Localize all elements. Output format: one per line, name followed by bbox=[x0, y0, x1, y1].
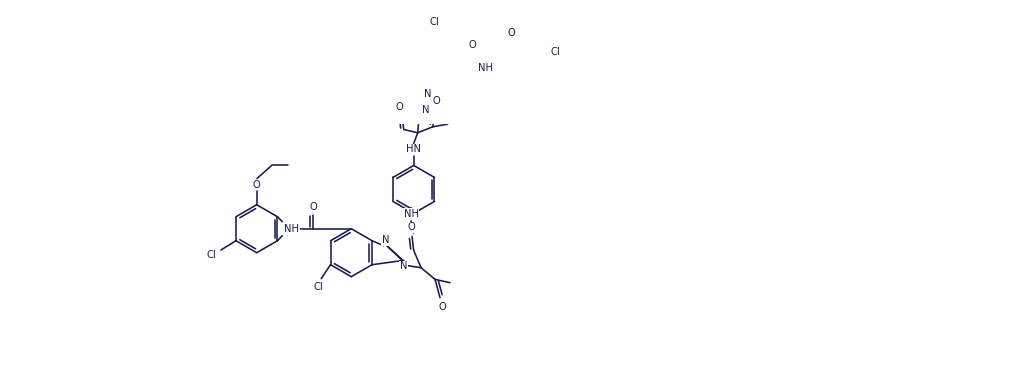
Text: NH: NH bbox=[477, 63, 493, 73]
Text: O: O bbox=[253, 180, 260, 190]
Text: Cl: Cl bbox=[429, 17, 439, 27]
Text: NH: NH bbox=[284, 224, 299, 234]
Text: O: O bbox=[468, 40, 476, 50]
Text: O: O bbox=[433, 96, 440, 106]
Text: Cl: Cl bbox=[551, 47, 561, 57]
Text: Cl: Cl bbox=[207, 250, 216, 260]
Text: NH: NH bbox=[403, 209, 419, 219]
Text: O: O bbox=[507, 28, 514, 38]
Text: O: O bbox=[396, 102, 403, 112]
Text: N: N bbox=[382, 235, 389, 245]
Text: Cl: Cl bbox=[314, 282, 324, 292]
Text: O: O bbox=[407, 222, 415, 232]
Text: O: O bbox=[309, 202, 317, 212]
Text: O: O bbox=[438, 302, 447, 312]
Text: N: N bbox=[422, 105, 430, 116]
Text: N: N bbox=[424, 89, 431, 99]
Text: N: N bbox=[400, 261, 407, 271]
Text: HN: HN bbox=[406, 144, 421, 154]
